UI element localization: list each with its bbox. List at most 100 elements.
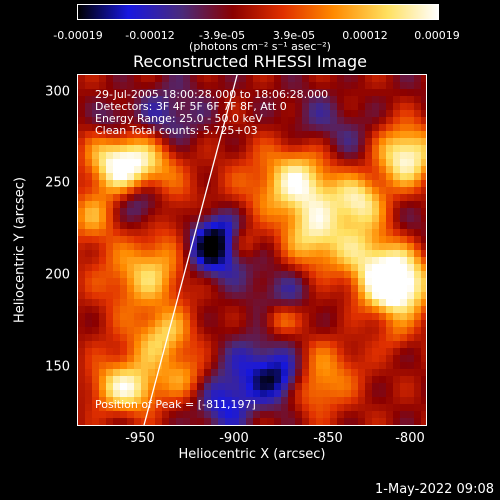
heatmap-cell [421,138,426,145]
heatmap-cell [113,257,120,264]
heatmap-cell [393,397,400,404]
heatmap-cell [197,236,204,243]
heatmap-cell [239,145,246,152]
heatmap-cell [162,334,169,341]
heatmap-cell [106,82,113,89]
heatmap-cell [407,208,414,215]
heatmap-cell [372,313,379,320]
heatmap-cell [99,243,106,250]
heatmap-cell [113,285,120,292]
heatmap-cell [365,348,372,355]
heatmap-cell [176,327,183,334]
heatmap-cell [267,173,274,180]
heatmap-cell [120,285,127,292]
heatmap-cell [421,285,426,292]
heatmap-cell [274,201,281,208]
heatmap-cell [302,278,309,285]
heatmap-cell [260,369,267,376]
heatmap-cell [421,208,426,215]
heatmap-cell [232,117,239,124]
heatmap-cell [120,236,127,243]
heatmap-cell [337,257,344,264]
heatmap-cell [218,215,225,222]
heatmap-cell [295,96,302,103]
heatmap-cell [407,222,414,229]
heatmap-cell [232,355,239,362]
heatmap-cell [169,124,176,131]
heatmap-cell [134,313,141,320]
heatmap-cell [169,180,176,187]
heatmap-cell [281,138,288,145]
heatmap-cell [365,411,372,418]
heatmap-cell [372,222,379,229]
heatmap-cell [211,390,218,397]
heatmap-cell [302,285,309,292]
heatmap-cell [246,271,253,278]
heatmap-cell [281,166,288,173]
heatmap-cell [379,320,386,327]
heatmap-cell [225,327,232,334]
heatmap-cell [316,75,323,82]
heatmap-cell [246,362,253,369]
heatmap-cell [106,334,113,341]
heatmap-cell [288,138,295,145]
heatmap-cell [134,110,141,117]
heatmap-cell [323,383,330,390]
heatmap-cell [344,250,351,257]
heatmap-cell [148,82,155,89]
heatmap-cell [288,236,295,243]
heatmap-cell [211,264,218,271]
heatmap-cell [253,187,260,194]
heatmap-cell [190,355,197,362]
heatmap-cell [190,194,197,201]
heatmap-cell [78,173,85,180]
heatmap-cell [421,264,426,271]
heatmap-cell [379,397,386,404]
heatmap-cell [274,334,281,341]
heatmap-cell [120,103,127,110]
heatmap-cell [302,243,309,250]
heatmap-cell [316,222,323,229]
heatmap-cell [260,313,267,320]
heatmap-cell [379,201,386,208]
heatmap-cell [120,355,127,362]
heatmap-cell [204,271,211,278]
heatmap-cell [232,82,239,89]
heatmap-cell [204,404,211,411]
heatmap-cell [281,299,288,306]
heatmap-cell [176,103,183,110]
heatmap-cell [169,173,176,180]
heatmap-cell [176,250,183,257]
heatmap-cell [421,313,426,320]
heatmap-cell [204,418,211,425]
heatmap-cell [190,348,197,355]
heatmap-cell [351,397,358,404]
heatmap-cell [127,166,134,173]
heatmap-cell [267,334,274,341]
heatmap-cell [351,187,358,194]
heatmap-cell [232,327,239,334]
heatmap-cell [267,201,274,208]
heatmap-cell [274,313,281,320]
heatmap-cell [106,362,113,369]
heatmap-cell [386,243,393,250]
heatmap-cell [323,390,330,397]
heatmap-cell [92,180,99,187]
heatmap-cell [78,187,85,194]
heatmap-cell [197,75,204,82]
heatmap-cell [316,131,323,138]
heatmap-cell [281,411,288,418]
heatmap-cell [267,292,274,299]
heatmap-cell [197,278,204,285]
heatmap-cell [120,75,127,82]
heatmap-cell [92,390,99,397]
heatmap-cell [113,229,120,236]
heatmap-cell [288,82,295,89]
colorbar [77,4,439,20]
heatmap-cell [253,243,260,250]
heatmap-cell [323,243,330,250]
heatmap-cell [239,243,246,250]
heatmap-cell [211,341,218,348]
heatmap-cell [372,229,379,236]
heatmap-cell [176,355,183,362]
